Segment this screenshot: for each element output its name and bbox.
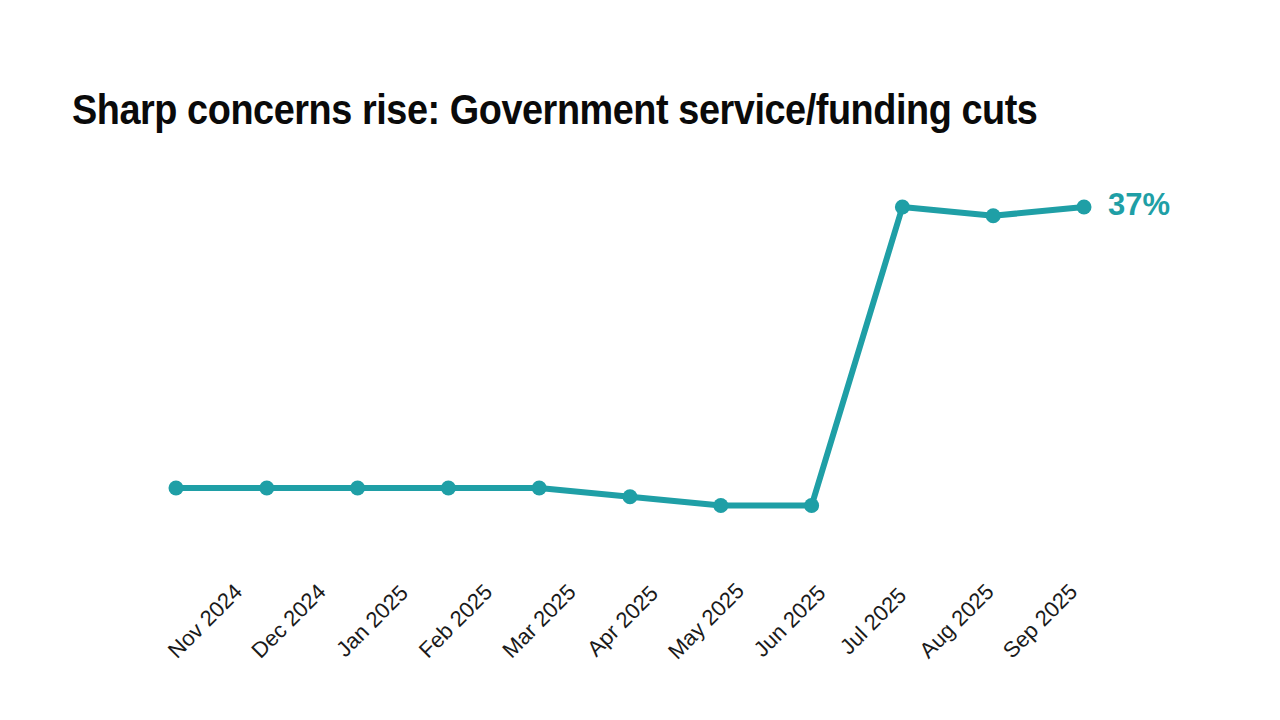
- chart-page: Sharp concerns rise: Government service/…: [0, 0, 1280, 720]
- data-point: [1077, 200, 1092, 215]
- x-axis-label: May 2025: [663, 578, 749, 664]
- data-point: [259, 481, 274, 496]
- x-axis-label: Aug 2025: [914, 579, 998, 663]
- x-axis-label: Jun 2025: [749, 580, 831, 662]
- data-point: [895, 200, 910, 215]
- data-point: [169, 481, 184, 496]
- data-point: [350, 481, 365, 496]
- x-axis-label: Dec 2024: [246, 579, 330, 663]
- x-axis-label: Nov 2024: [163, 579, 247, 663]
- data-point: [713, 498, 728, 513]
- x-axis-label: Jan 2025: [331, 580, 413, 662]
- x-axis-label: Jul 2025: [835, 583, 912, 660]
- line-chart: Nov 2024Dec 2024Jan 2025Feb 2025Mar 2025…: [0, 0, 1280, 720]
- end-value-label: 37%: [1108, 187, 1170, 222]
- data-point: [441, 481, 456, 496]
- data-point: [623, 489, 638, 504]
- data-point: [804, 498, 819, 513]
- data-point: [986, 208, 1001, 223]
- x-axis-label: Mar 2025: [497, 579, 580, 662]
- x-axis-label: Feb 2025: [414, 579, 497, 662]
- data-point: [532, 481, 547, 496]
- x-axis-label: Apr 2025: [582, 581, 663, 662]
- x-axis-label: Sep 2025: [998, 579, 1082, 663]
- trend-line: [176, 207, 1084, 506]
